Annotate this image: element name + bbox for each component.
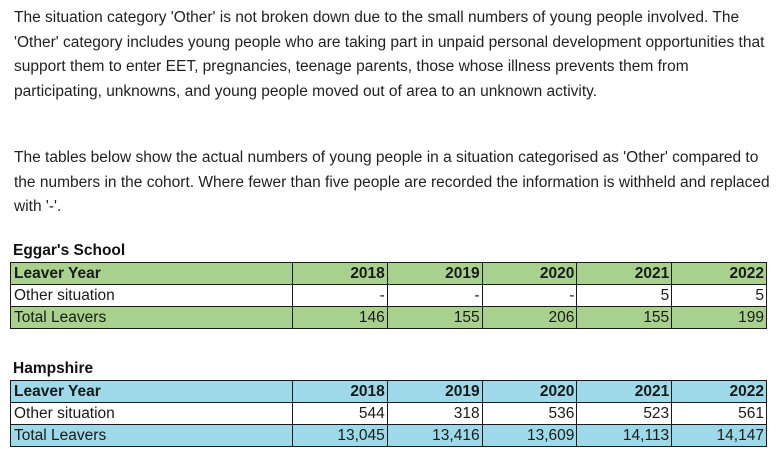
year-header-cell: 2022	[671, 380, 767, 403]
year-header-cell: 2019	[386, 262, 483, 285]
value-cell: 5	[576, 284, 673, 307]
value-cell: 13,045	[292, 424, 388, 447]
value-cell: 14,113	[576, 424, 673, 447]
eggars-school-table: Leaver Year 2018 2019 2020 2021 2022 Oth…	[10, 262, 767, 329]
header-label-cell: Leaver Year	[10, 262, 293, 285]
table-row-total-leavers: Total Leavers 13,045 13,416 13,609 14,11…	[10, 424, 767, 447]
hampshire-title: Hampshire	[13, 360, 94, 377]
value-cell: 155	[386, 306, 483, 329]
table-row-other-situation: Other situation 544 318 536 523 561	[10, 402, 767, 425]
value-cell: 561	[671, 402, 767, 425]
eggars-school-title: Eggar's School	[13, 242, 126, 259]
value-cell: -	[292, 284, 388, 307]
table-row-other-situation: Other situation - - - 5 5	[10, 284, 767, 307]
value-cell: 199	[671, 306, 767, 329]
row-label-cell: Total Leavers	[10, 424, 293, 447]
table-header-row: Leaver Year 2018 2019 2020 2021 2022	[10, 262, 767, 285]
year-header-cell: 2021	[576, 380, 673, 403]
value-cell: 318	[386, 402, 483, 425]
year-header-cell: 2020	[481, 262, 578, 285]
value-cell: 146	[292, 306, 388, 329]
year-header-cell: 2019	[386, 380, 483, 403]
intro-paragraph-1: The situation category 'Other' is not br…	[14, 9, 765, 100]
value-cell: 5	[671, 284, 767, 307]
value-cell: 523	[576, 402, 673, 425]
value-cell: -	[481, 284, 578, 307]
header-label-cell: Leaver Year	[10, 380, 293, 403]
year-header-cell: 2022	[671, 262, 767, 285]
value-cell: 13,609	[481, 424, 578, 447]
value-cell: 155	[576, 306, 673, 329]
value-cell: 536	[481, 402, 578, 425]
value-cell: 13,416	[386, 424, 483, 447]
value-cell: 206	[481, 306, 578, 329]
row-label-cell: Other situation	[10, 284, 293, 307]
year-header-cell: 2018	[292, 262, 388, 285]
value-cell: -	[386, 284, 483, 307]
row-label-cell: Other situation	[10, 402, 293, 425]
intro-paragraph-2: The tables below show the actual numbers…	[14, 149, 770, 215]
value-cell: 14,147	[671, 424, 767, 447]
hampshire-table: Leaver Year 2018 2019 2020 2021 2022 Oth…	[10, 380, 767, 447]
year-header-cell: 2021	[576, 262, 673, 285]
table-row-total-leavers: Total Leavers 146 155 206 155 199	[10, 306, 767, 329]
row-label-cell: Total Leavers	[10, 306, 293, 329]
value-cell: 544	[292, 402, 388, 425]
table-header-row: Leaver Year 2018 2019 2020 2021 2022	[10, 380, 767, 403]
year-header-cell: 2020	[481, 380, 578, 403]
year-header-cell: 2018	[292, 380, 388, 403]
